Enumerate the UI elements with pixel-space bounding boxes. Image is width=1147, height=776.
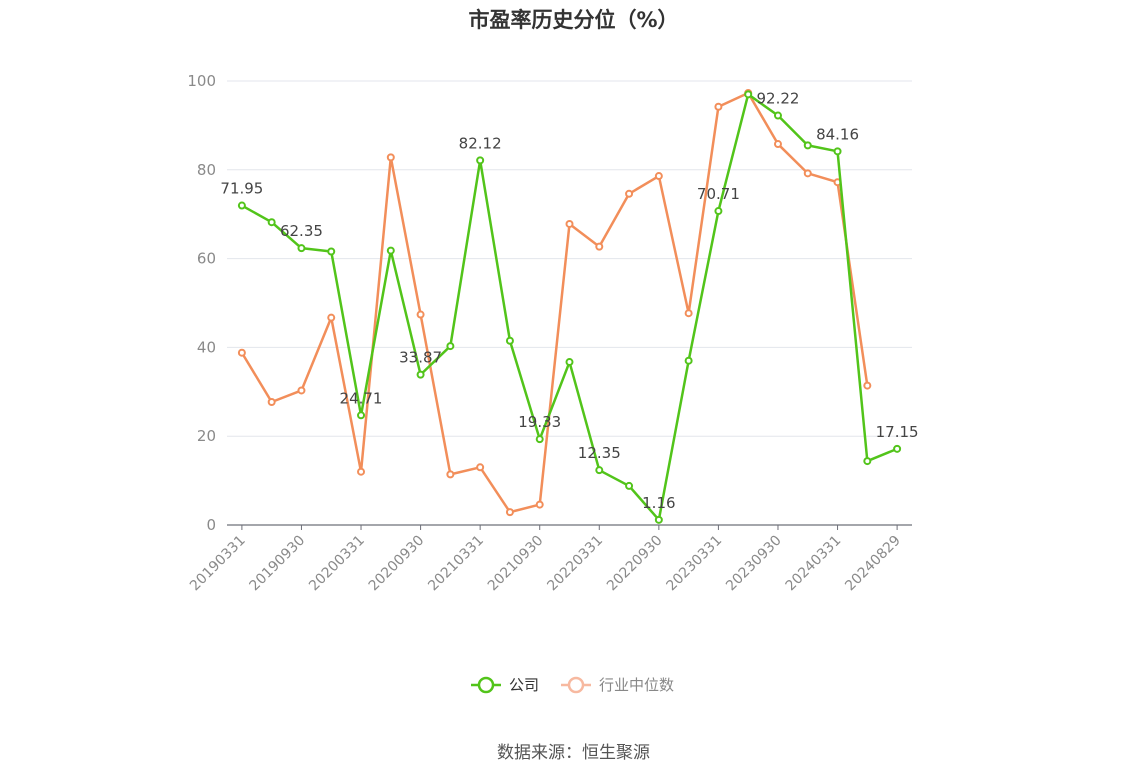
industry-median-series-line xyxy=(240,91,869,514)
company-data-label: 33.87 xyxy=(399,349,442,367)
legend-label: 行业中位数 xyxy=(599,676,674,694)
company-data-point[interactable] xyxy=(714,207,723,216)
company-data-label: 17.15 xyxy=(876,423,919,441)
company-series-line xyxy=(241,93,898,522)
company-data-label: 92.22 xyxy=(757,90,800,108)
x-tick-label: 20210930 xyxy=(485,533,547,595)
x-tick-label: 20230331 xyxy=(664,533,726,595)
industry-median-data-point[interactable] xyxy=(714,102,723,111)
industry-median-data-point[interactable] xyxy=(595,242,604,251)
company-data-point[interactable] xyxy=(833,147,842,156)
company-data-point[interactable] xyxy=(237,201,246,210)
company-data-point[interactable] xyxy=(446,342,455,351)
industry-median-data-point[interactable] xyxy=(505,508,514,517)
x-tick-label: 20230930 xyxy=(723,533,785,595)
company-data-label: 71.95 xyxy=(220,180,263,198)
company-data-point[interactable] xyxy=(744,90,753,99)
industry-median-data-point[interactable] xyxy=(684,309,693,318)
company-data-point[interactable] xyxy=(654,515,663,524)
data-labels: 71.95 62.35 24.71 33.87 82.12 19.33 12.35 1.16 7… xyxy=(220,90,918,512)
x-tick-label: 20240331 xyxy=(783,533,845,595)
industry-median-data-point[interactable] xyxy=(803,169,812,178)
industry-median-data-point[interactable] xyxy=(237,348,246,357)
data-source-note: 数据来源：恒生聚源 xyxy=(497,743,650,763)
series-lines xyxy=(237,88,902,524)
company-data-point[interactable] xyxy=(803,141,812,150)
industry-median-data-point[interactable] xyxy=(327,313,336,322)
company-data-point[interactable] xyxy=(535,435,544,444)
y-tick-label: 40 xyxy=(197,338,216,356)
y-tick-label: 100 xyxy=(187,72,216,90)
y-tick-label: 80 xyxy=(197,161,216,179)
industry-median-data-point[interactable] xyxy=(863,381,872,390)
company-data-point[interactable] xyxy=(386,246,395,255)
company-data-point[interactable] xyxy=(297,244,306,253)
company-data-point[interactable] xyxy=(267,218,276,227)
company-data-point[interactable] xyxy=(565,358,574,367)
company-data-point[interactable] xyxy=(476,156,485,165)
chart-title: 市盈率历史分位（%） xyxy=(468,8,679,32)
industry-median-data-point[interactable] xyxy=(625,189,634,198)
y-tick-label: 20 xyxy=(197,427,216,445)
company-data-label: 1.16 xyxy=(642,494,675,512)
company-data-label: 12.35 xyxy=(578,444,621,462)
company-data-point[interactable] xyxy=(863,457,872,466)
company-data-label: 82.12 xyxy=(459,134,502,152)
industry-median-data-point[interactable] xyxy=(476,463,485,472)
company-data-point[interactable] xyxy=(416,370,425,379)
x-tick-label: 20200331 xyxy=(306,533,368,595)
legend-marker xyxy=(477,676,495,694)
industry-median-data-point[interactable] xyxy=(386,153,395,162)
y-tick-label: 60 xyxy=(197,250,216,268)
industry-median-data-point[interactable] xyxy=(446,470,455,479)
legend-label: 公司 xyxy=(509,676,539,694)
company-data-label: 84.16 xyxy=(816,125,859,143)
company-data-point[interactable] xyxy=(595,466,604,475)
company-data-point[interactable] xyxy=(505,336,514,345)
company-data-point[interactable] xyxy=(893,444,902,453)
legend-item-company[interactable]: 公司 xyxy=(471,676,539,694)
x-tick-label: 20210331 xyxy=(425,533,487,595)
industry-median-data-point[interactable] xyxy=(416,310,425,319)
company-data-point[interactable] xyxy=(773,111,782,120)
company-data-point[interactable] xyxy=(357,411,366,420)
industry-median-data-point[interactable] xyxy=(565,219,574,228)
company-data-label: 19.33 xyxy=(518,413,561,431)
company-data-label: 24.71 xyxy=(340,389,383,407)
industry-median-data-point[interactable] xyxy=(535,500,544,509)
x-tick-label: 20240829 xyxy=(842,533,904,595)
industry-median-data-point[interactable] xyxy=(267,398,276,407)
industry-median-data-point[interactable] xyxy=(654,172,663,181)
y-tick-label: 0 xyxy=(206,516,216,534)
industry-median-data-point[interactable] xyxy=(297,386,306,395)
legend[interactable]: 公司 行业中位数 xyxy=(471,676,674,694)
x-tick-label: 20190331 xyxy=(187,533,249,595)
company-data-label: 70.71 xyxy=(697,185,740,203)
industry-median-data-point[interactable] xyxy=(357,467,366,476)
industry-median-data-point[interactable] xyxy=(773,140,782,149)
grid-lines xyxy=(227,80,912,437)
legend-item-industry-median[interactable]: 行业中位数 xyxy=(561,676,674,694)
x-tick-label: 20200930 xyxy=(366,533,428,595)
company-data-point[interactable] xyxy=(327,247,336,256)
x-tick-label: 20220331 xyxy=(544,533,606,595)
x-tick-label: 20190930 xyxy=(247,533,309,595)
company-data-point[interactable] xyxy=(625,481,634,490)
legend-marker xyxy=(567,676,585,694)
company-data-label: 62.35 xyxy=(280,222,323,240)
axes: 0 20 40 60 80 100 2019033120190930202003312020… xyxy=(187,72,912,594)
company-data-point[interactable] xyxy=(684,356,693,365)
x-tick-label: 20220930 xyxy=(604,533,666,595)
